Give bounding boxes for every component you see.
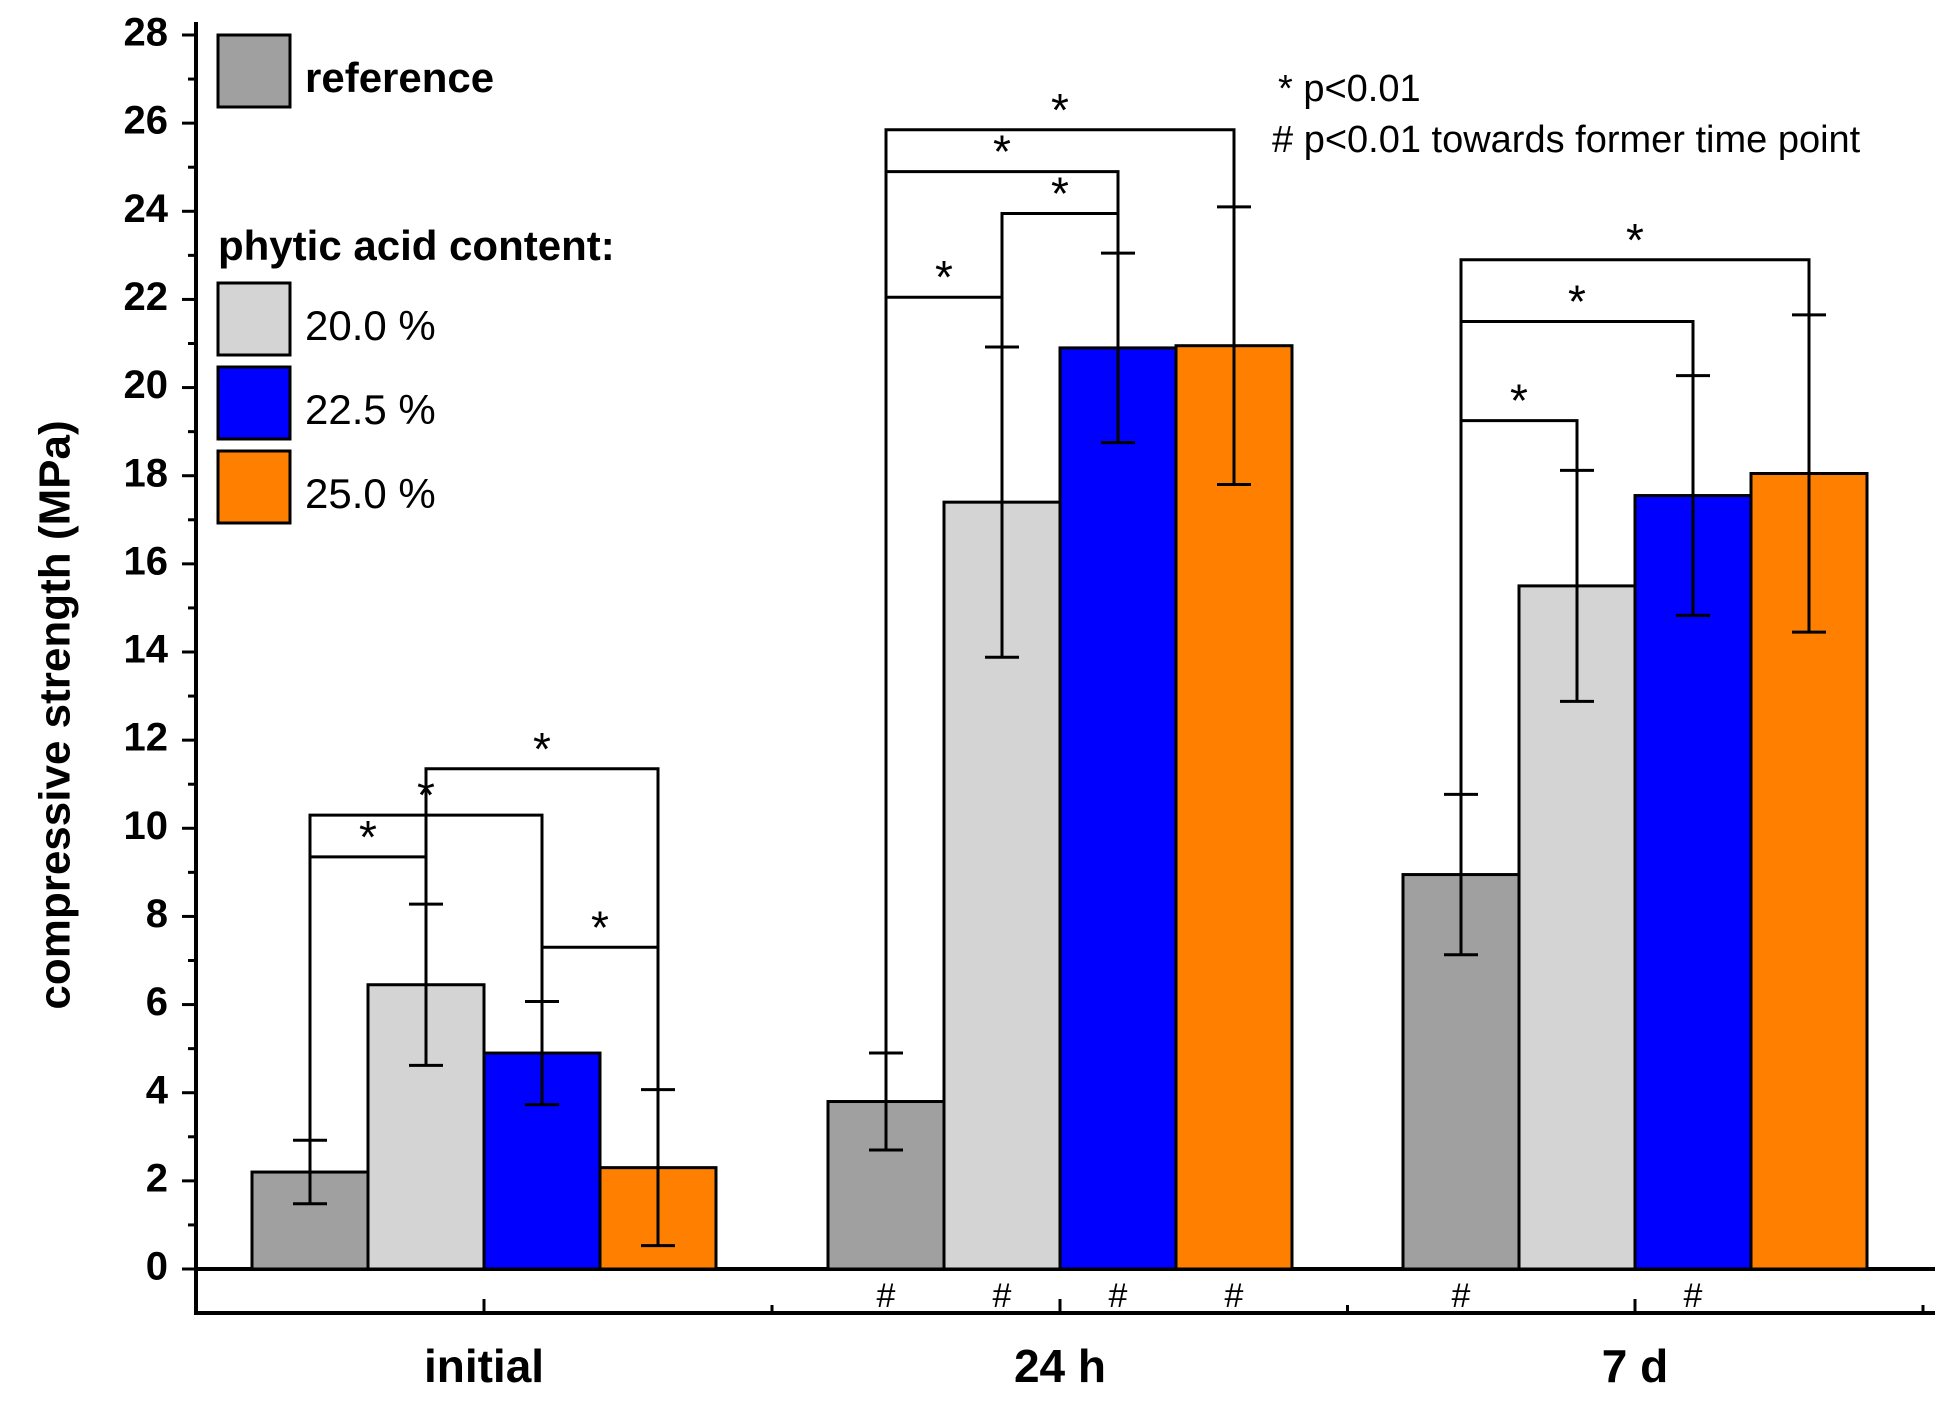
time-marker: #	[1109, 1277, 1128, 1315]
y-tick-label: 8	[146, 892, 168, 936]
bar	[1058, 346, 1178, 1271]
significance-star: *	[1626, 214, 1644, 266]
legend-label-20: 20.0 %	[305, 302, 436, 349]
significance-bracket	[424, 767, 660, 1090]
x-category-label: 7 d	[1602, 1340, 1668, 1392]
significance-star: *	[1568, 275, 1586, 327]
significance-star: *	[1510, 375, 1528, 427]
legend-swatch-22-5	[216, 365, 292, 441]
significance-star: *	[1051, 167, 1069, 219]
y-tick-label: 26	[124, 99, 169, 143]
legend-label-25: 25.0 %	[305, 470, 436, 517]
time-marker: #	[877, 1277, 896, 1315]
note-star: * p<0.01	[1278, 68, 1421, 110]
time-marker: #	[1225, 1277, 1244, 1315]
significance-star: *	[935, 251, 953, 303]
significance-bracket	[1000, 211, 1120, 348]
significance-bracket	[540, 945, 660, 1090]
y-tick-label: 20	[124, 363, 169, 407]
time-marker: #	[1452, 1277, 1471, 1315]
bar	[1633, 494, 1753, 1271]
y-tick-label: 0	[146, 1245, 168, 1289]
significance-star: *	[993, 126, 1011, 178]
y-tick-label: 22	[124, 275, 169, 319]
legend-reference-label: reference	[305, 54, 494, 101]
y-tick-label: 16	[124, 539, 169, 583]
y-tick-label: 12	[124, 716, 169, 760]
significance-bracket	[884, 128, 1236, 1054]
legend-swatch-20	[216, 281, 292, 357]
significance-star: *	[533, 723, 551, 775]
time-marker: #	[1684, 1277, 1703, 1315]
y-tick-label: 4	[146, 1068, 169, 1112]
significance-bracket	[1459, 258, 1811, 795]
y-tick-label: 2	[146, 1156, 168, 1200]
time-marker: #	[993, 1277, 1012, 1315]
legend-label-22-5: 22.5 %	[305, 386, 436, 433]
legend-title: phytic acid content:	[218, 222, 615, 269]
significance-brackets: ***********	[308, 84, 1811, 1141]
significance-star: *	[1051, 84, 1069, 136]
x-category-label: initial	[424, 1340, 544, 1392]
y-tick-label: 18	[124, 451, 169, 495]
y-tick-label: 6	[146, 980, 168, 1024]
legend: reference phytic acid content: 20.0 % 22…	[216, 33, 615, 525]
bars	[250, 344, 1869, 1271]
significance-star: *	[359, 811, 377, 863]
time-markers: # # # # # #	[877, 1277, 1703, 1315]
x-category-label: 24 h	[1014, 1340, 1106, 1392]
legend-swatch-reference	[216, 33, 292, 109]
y-tick-label: 28	[124, 11, 169, 55]
y-tick-label: 10	[124, 804, 169, 848]
legend-swatch-25	[216, 449, 292, 525]
note-hash: # p<0.01 towards former time point	[1272, 119, 1861, 161]
y-tick-label: 24	[124, 187, 169, 231]
y-axis-title: compressive strength (MPa)	[31, 420, 80, 1009]
y-tick-label: 14	[124, 628, 169, 672]
significance-star: *	[591, 901, 609, 953]
